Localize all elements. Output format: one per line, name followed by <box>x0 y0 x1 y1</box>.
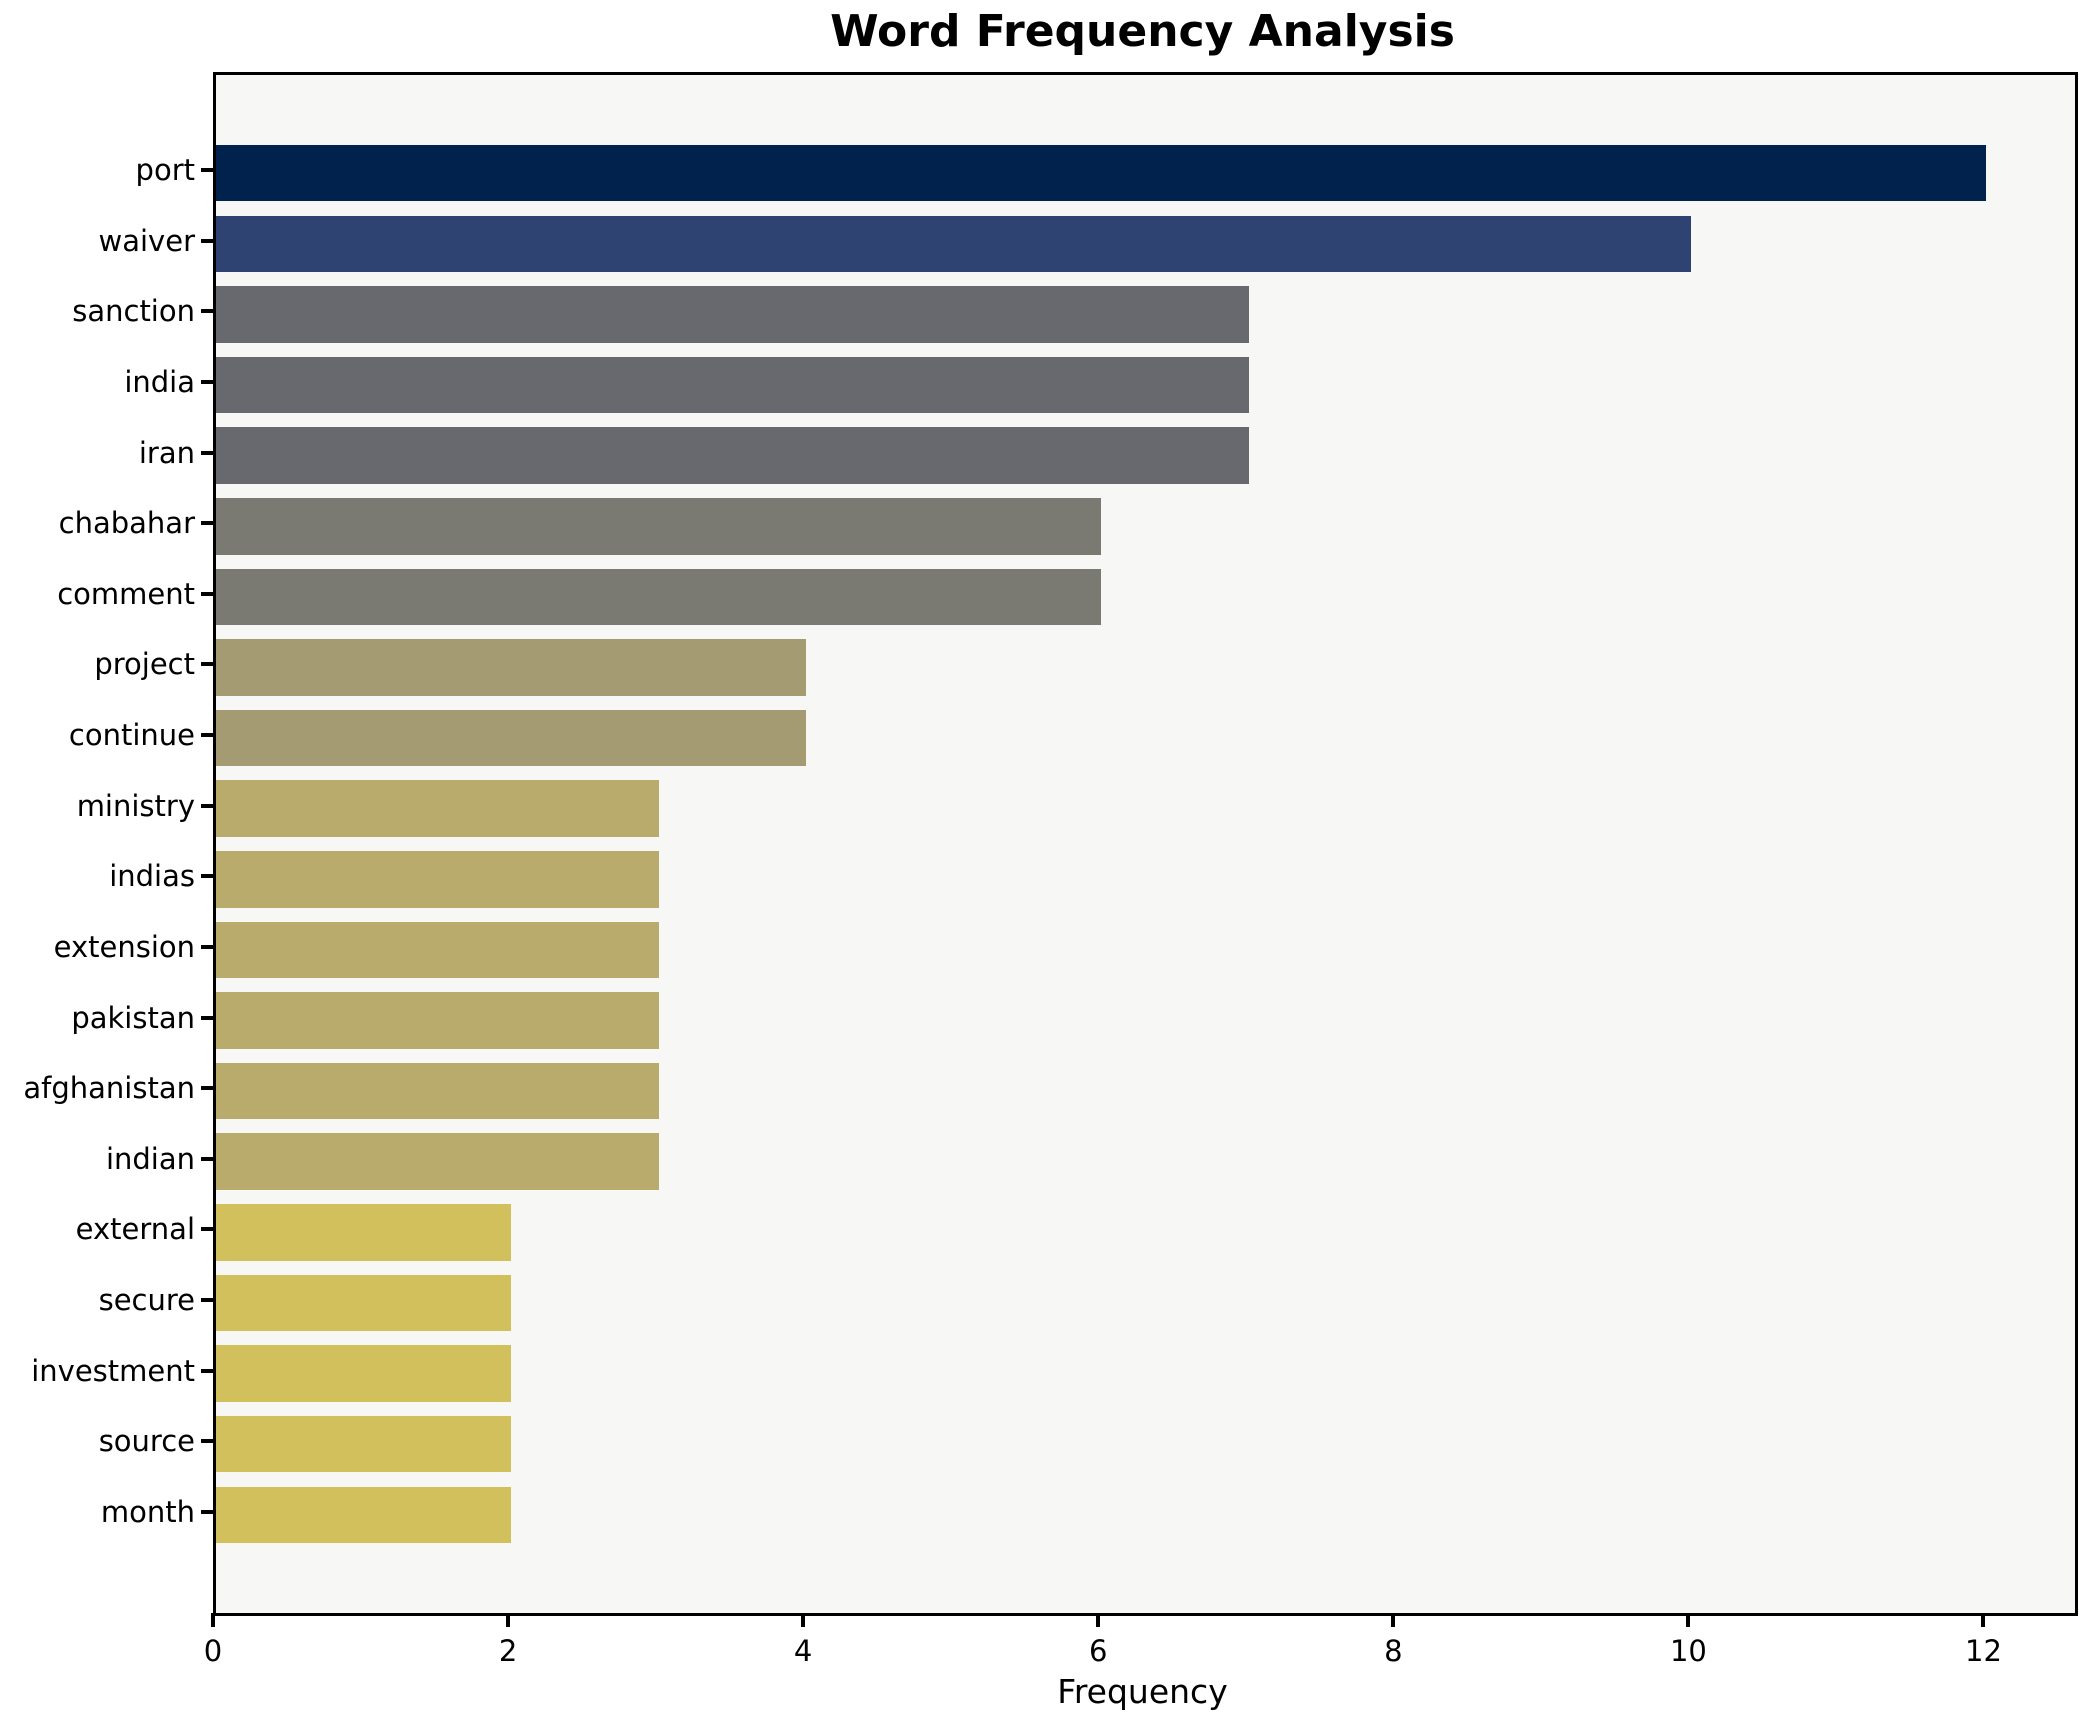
y-tick-label-continue: continue <box>68 718 195 753</box>
y-tick-label-indian: indian <box>105 1141 195 1176</box>
y-tick-mark <box>201 1015 213 1020</box>
x-tick-mark <box>1981 1613 1986 1627</box>
bar-afghanistan <box>216 1062 659 1120</box>
bar-indias <box>216 851 659 908</box>
plot-area <box>213 72 2078 1616</box>
bar-indian <box>216 1133 659 1190</box>
y-tick-label-project: project <box>94 647 195 682</box>
y-tick-mark <box>201 1509 213 1514</box>
bar-chabahar <box>216 498 1102 555</box>
bar-waiver <box>216 215 1692 273</box>
y-tick-mark <box>201 874 213 879</box>
y-tick-mark <box>201 944 213 949</box>
y-tick-label-secure: secure <box>98 1282 195 1317</box>
y-tick-mark <box>201 1086 213 1091</box>
bar-pakistan <box>216 992 659 1049</box>
x-tick-mark <box>801 1613 806 1627</box>
y-tick-label-waiver: waiver <box>98 223 195 258</box>
y-tick-label-indias: indias <box>109 859 195 894</box>
y-tick-label-investment: investment <box>31 1353 195 1388</box>
x-tick-label-4: 4 <box>793 1634 813 1668</box>
y-tick-mark <box>201 309 213 314</box>
y-tick-label-month: month <box>100 1494 195 1529</box>
y-tick-label-comment: comment <box>57 576 195 611</box>
y-tick-mark <box>201 591 213 596</box>
bar-iran <box>216 427 1249 484</box>
x-tick-label-6: 6 <box>1089 1634 1108 1668</box>
bar-comment <box>216 568 1102 626</box>
x-tick-label-10: 10 <box>1669 1634 1707 1668</box>
x-tick-mark <box>1686 1613 1691 1627</box>
bar-secure <box>216 1274 512 1332</box>
x-tick-label-12: 12 <box>1965 1634 2002 1668</box>
chart-title: Word Frequency Analysis <box>830 6 1455 57</box>
y-tick-label-external: external <box>75 1212 195 1247</box>
y-tick-mark <box>201 380 213 385</box>
y-tick-mark <box>201 450 213 455</box>
y-tick-label-sanction: sanction <box>72 294 195 329</box>
bar-ministry <box>216 780 659 837</box>
bar-continue <box>216 709 807 767</box>
bar-external <box>216 1204 512 1261</box>
y-tick-label-iran: iran <box>138 435 195 470</box>
bar-project <box>216 639 807 696</box>
y-tick-label-india: india <box>124 365 195 400</box>
bar-investment <box>216 1345 512 1402</box>
bar-month <box>216 1486 512 1543</box>
y-tick-mark <box>201 1297 213 1302</box>
x-tick-mark <box>1096 1613 1101 1627</box>
y-tick-mark <box>201 662 213 667</box>
x-tick-label-8: 8 <box>1384 1634 1403 1668</box>
y-tick-label-source: source <box>98 1424 195 1459</box>
y-tick-label-extension: extension <box>53 929 195 964</box>
y-tick-label-afghanistan: afghanistan <box>23 1071 195 1106</box>
y-tick-label-pakistan: pakistan <box>71 1000 195 1035</box>
y-tick-mark <box>201 803 213 808</box>
y-tick-label-ministry: ministry <box>76 788 195 823</box>
y-tick-mark <box>201 1156 213 1161</box>
x-tick-mark <box>211 1613 215 1627</box>
y-tick-mark <box>201 168 213 173</box>
y-tick-mark <box>201 1368 213 1373</box>
y-tick-mark <box>201 238 213 243</box>
y-tick-label-chabahar: chabahar <box>58 506 195 541</box>
x-tick-mark <box>506 1613 511 1627</box>
y-tick-mark <box>201 521 213 526</box>
bar-port <box>216 145 1987 202</box>
bar-source <box>216 1415 512 1473</box>
x-axis-label: Frequency <box>1057 1672 1228 1711</box>
bar-extension <box>216 921 659 979</box>
x-tick-mark <box>1391 1613 1396 1627</box>
bar-india <box>216 356 1249 414</box>
y-tick-mark <box>201 1439 213 1444</box>
bar-sanction <box>216 286 1249 343</box>
x-tick-label-2: 2 <box>498 1634 518 1668</box>
y-tick-mark <box>201 1227 213 1232</box>
y-tick-label-port: port <box>135 153 195 188</box>
y-tick-mark <box>201 733 213 738</box>
x-tick-label-0: 0 <box>203 1634 223 1668</box>
